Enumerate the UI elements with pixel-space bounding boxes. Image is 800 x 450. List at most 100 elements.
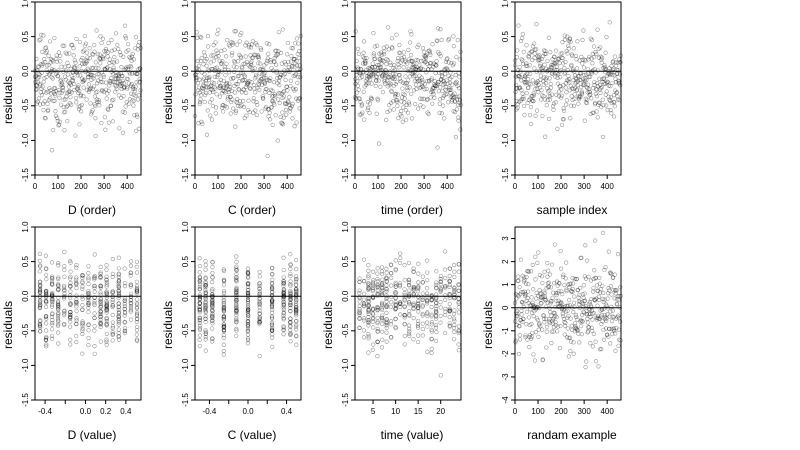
data-point bbox=[134, 80, 139, 85]
data-point bbox=[424, 298, 430, 303]
data-point bbox=[221, 307, 226, 312]
data-point bbox=[398, 255, 403, 260]
data-point bbox=[92, 301, 97, 306]
data-point bbox=[279, 61, 284, 66]
data-point bbox=[421, 104, 426, 109]
data-point bbox=[98, 274, 103, 279]
data-point bbox=[281, 324, 286, 329]
y-tick-label: -1.0 bbox=[21, 133, 30, 147]
data-point bbox=[529, 334, 534, 339]
data-point bbox=[571, 310, 576, 315]
data-point bbox=[92, 328, 97, 333]
data-point bbox=[294, 311, 299, 316]
data-point bbox=[102, 115, 107, 120]
data-point bbox=[545, 58, 550, 64]
data-point bbox=[238, 55, 244, 60]
data-point bbox=[271, 79, 277, 85]
data-point bbox=[443, 92, 448, 97]
data-point bbox=[65, 103, 70, 108]
data-point bbox=[115, 42, 120, 47]
data-point bbox=[523, 333, 528, 338]
data-point bbox=[555, 75, 560, 80]
data-point bbox=[614, 325, 619, 331]
data-point bbox=[599, 57, 604, 62]
data-point bbox=[581, 65, 586, 70]
data-point bbox=[74, 265, 79, 270]
data-point bbox=[576, 101, 581, 106]
data-point bbox=[554, 64, 560, 69]
y-tick-label: -1.5 bbox=[21, 393, 30, 407]
data-point bbox=[200, 85, 205, 91]
data-point bbox=[267, 42, 272, 47]
data-point bbox=[409, 91, 414, 97]
data-point bbox=[88, 85, 93, 90]
data-point bbox=[275, 52, 281, 57]
data-point bbox=[432, 83, 438, 88]
data-point bbox=[54, 71, 59, 76]
data-point bbox=[577, 340, 582, 345]
residual-plot-4: -1.5 -1.0 -0.5 0.0 0.5 1.0 0 100 200 300 400 sample… bbox=[480, 0, 640, 225]
data-point bbox=[116, 305, 121, 310]
data-point bbox=[125, 76, 130, 82]
data-point bbox=[546, 319, 552, 324]
x-tick-label: 0.2 bbox=[100, 407, 112, 416]
data-point bbox=[603, 265, 608, 270]
data-point bbox=[72, 87, 77, 93]
data-point bbox=[604, 333, 610, 338]
data-point bbox=[50, 59, 56, 64]
data-points bbox=[192, 27, 303, 158]
data-point bbox=[49, 260, 55, 265]
data-point bbox=[605, 108, 610, 113]
data-point bbox=[607, 72, 613, 77]
data-point bbox=[360, 54, 365, 59]
data-point bbox=[366, 296, 371, 301]
data-point bbox=[380, 285, 385, 290]
data-point bbox=[197, 301, 203, 306]
data-point bbox=[40, 61, 45, 66]
data-point bbox=[108, 80, 113, 85]
data-point bbox=[369, 72, 374, 77]
data-point bbox=[580, 319, 585, 324]
data-point bbox=[77, 64, 82, 69]
data-point bbox=[221, 342, 226, 347]
data-point bbox=[559, 87, 564, 92]
x-tick-label: 0 bbox=[353, 182, 358, 191]
data-point bbox=[221, 267, 226, 272]
data-point bbox=[559, 306, 564, 311]
data-point bbox=[374, 74, 379, 79]
data-point bbox=[515, 314, 520, 319]
data-point bbox=[288, 316, 293, 321]
data-point bbox=[589, 325, 594, 330]
data-point bbox=[245, 81, 251, 86]
data-point bbox=[369, 96, 374, 101]
data-point bbox=[416, 286, 421, 291]
data-point bbox=[116, 283, 121, 289]
data-point bbox=[203, 280, 208, 285]
data-point bbox=[562, 65, 567, 71]
data-point bbox=[391, 65, 396, 70]
data-point bbox=[384, 330, 389, 335]
plot-frame bbox=[354, 226, 462, 401]
data-point bbox=[393, 291, 398, 296]
data-point bbox=[203, 334, 208, 340]
data-point bbox=[270, 266, 275, 271]
data-point bbox=[591, 55, 596, 60]
data-point bbox=[438, 305, 443, 310]
data-point bbox=[447, 324, 452, 329]
data-point bbox=[98, 284, 103, 289]
data-point bbox=[80, 275, 85, 280]
data-point bbox=[226, 42, 231, 47]
data-point bbox=[68, 301, 73, 306]
plot-frame bbox=[194, 1, 302, 176]
data-point bbox=[64, 104, 69, 109]
data-point bbox=[294, 288, 299, 293]
data-point bbox=[129, 54, 135, 59]
data-point bbox=[242, 73, 247, 78]
data-point bbox=[294, 58, 299, 64]
data-point bbox=[68, 82, 74, 87]
data-point bbox=[199, 119, 204, 124]
data-point bbox=[399, 114, 404, 119]
data-point bbox=[92, 283, 97, 289]
data-point bbox=[519, 300, 525, 305]
x-tick-label: 300 bbox=[257, 182, 271, 191]
